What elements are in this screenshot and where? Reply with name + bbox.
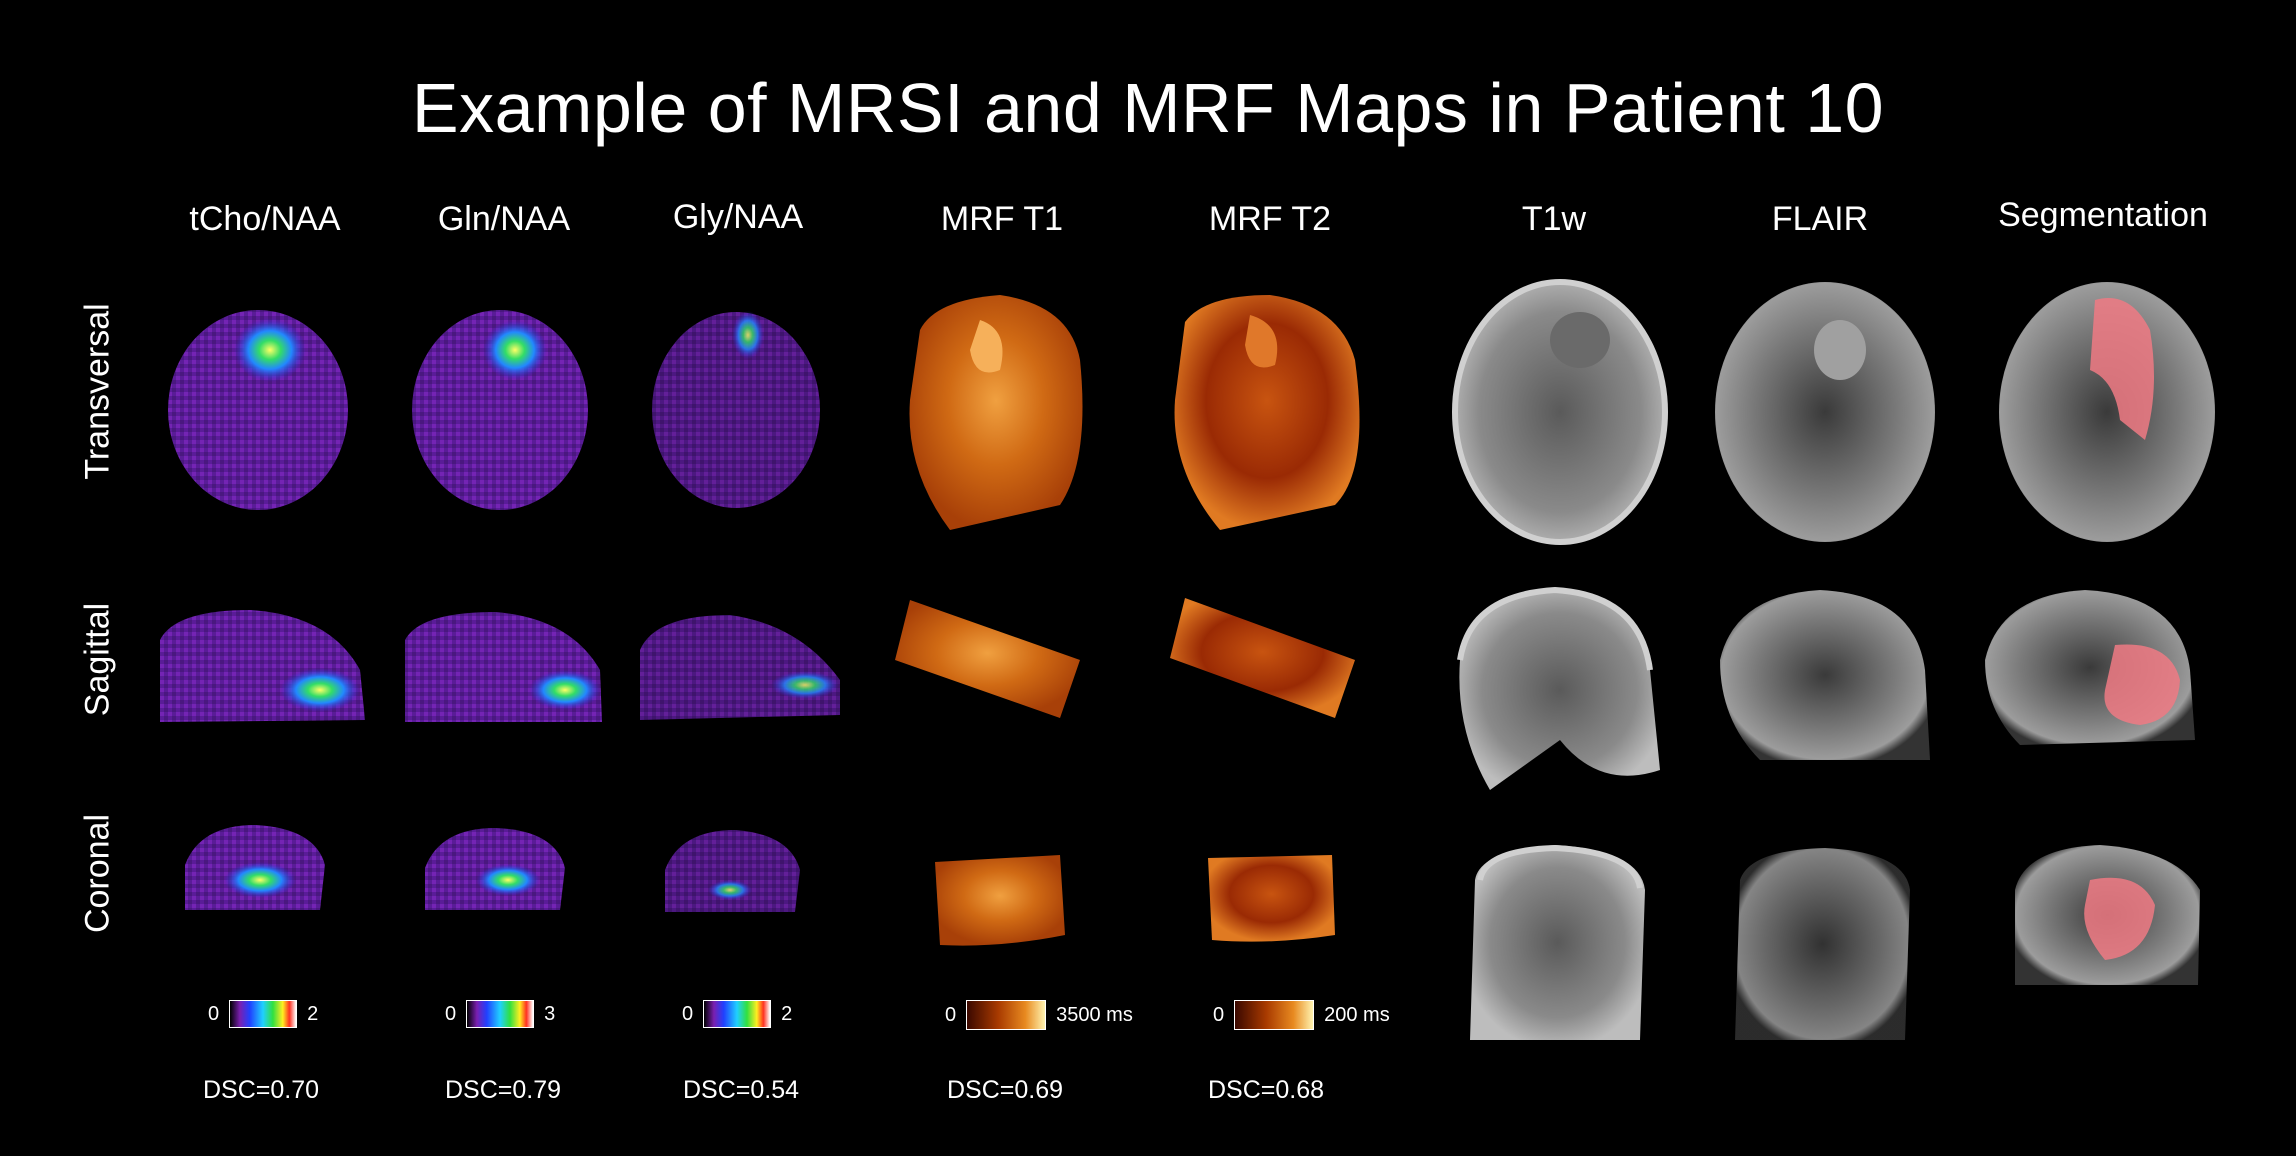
colorbar-mrf-t1: 0 3500 ms (945, 1000, 1133, 1030)
column-header-mrf-t1: MRF T1 (940, 200, 1064, 238)
mrf-t2-coronal (1208, 855, 1335, 942)
colorbar-max: 2 (307, 1002, 319, 1025)
column-header-segmentation: Segmentation (1998, 196, 2208, 234)
colorbar-gradient (1234, 1000, 1315, 1030)
column-header-mrf-t2: MRF T2 (1208, 200, 1332, 238)
colorbar-max: 200 ms (1324, 1003, 1390, 1026)
colorbar-min: 0 (682, 1002, 694, 1025)
mrf-t1-coronal (935, 855, 1065, 946)
dsc-mrf-t2: DSC=0.68 (1207, 1076, 1325, 1104)
column-header-t1w: T1w (1521, 200, 1587, 238)
segmentation-sagittal (1985, 590, 2195, 745)
colorbar-mrf-t2: 0 200 ms (1213, 1000, 1390, 1030)
mrf-t2-transversal (1174, 295, 1360, 530)
dsc-mrf-t1: DSC=0.69 (946, 1076, 1064, 1104)
flair-sagittal (1720, 590, 1930, 760)
colorbar-min: 0 (1213, 1003, 1225, 1026)
t1w-sagittal (1457, 586, 1660, 790)
column-header-tcho-naa: tCho/NAA (189, 200, 341, 238)
flair-coronal (1735, 848, 1910, 1040)
metabolite-map-gln-sagittal (405, 612, 602, 722)
colorbar-max: 2 (781, 1002, 793, 1025)
t1w-transversal (1452, 279, 1668, 545)
colorbar-gradient (466, 1000, 535, 1028)
dsc-tcho: DSC=0.70 (202, 1076, 320, 1104)
metabolite-map-tcho-coronal (185, 825, 325, 910)
column-header-flair: FLAIR (1771, 200, 1869, 238)
t1w-coronal (1470, 844, 1645, 1040)
metabolite-map-gln-transversal (412, 310, 588, 510)
mrf-t1-transversal (909, 295, 1083, 530)
flair-transversal (1715, 282, 1935, 542)
segmentation-transversal (1999, 282, 2215, 542)
column-header-gly-naa: Gly/NAA (672, 198, 804, 236)
metabolite-map-tcho-transversal (168, 310, 348, 510)
metabolite-map-gly-sagittal (640, 615, 840, 720)
colorbar-gradient (229, 1000, 298, 1028)
metabolite-map-tcho-sagittal (160, 610, 365, 722)
colorbar-max: 3500 ms (1056, 1003, 1133, 1026)
metabolite-map-gly-coronal (665, 830, 800, 912)
column-header-gln-naa: Gln/NAA (437, 200, 571, 238)
colorbar-tcho: 0 2 (208, 1000, 318, 1028)
mrf-t1-sagittal (895, 600, 1080, 718)
colorbar-min: 0 (945, 1003, 957, 1026)
segmentation-coronal (2015, 845, 2200, 985)
colorbar-min: 0 (208, 1002, 220, 1025)
figure-title: Example of MRSI and MRF Maps in Patient … (411, 69, 1885, 147)
metabolite-map-gln-coronal (425, 828, 565, 910)
colorbar-max: 3 (544, 1002, 556, 1025)
colorbar-min: 0 (445, 1002, 457, 1025)
metabolite-map-gly-transversal (652, 311, 820, 508)
colorbar-gradient (703, 1000, 772, 1028)
dsc-gln: DSC=0.79 (444, 1076, 562, 1104)
colorbar-gln: 0 3 (445, 1000, 555, 1028)
dsc-gly: DSC=0.54 (682, 1076, 800, 1104)
colorbar-gradient (966, 1000, 1047, 1030)
mrf-t2-sagittal (1170, 598, 1355, 718)
colorbar-gly: 0 2 (682, 1000, 792, 1028)
